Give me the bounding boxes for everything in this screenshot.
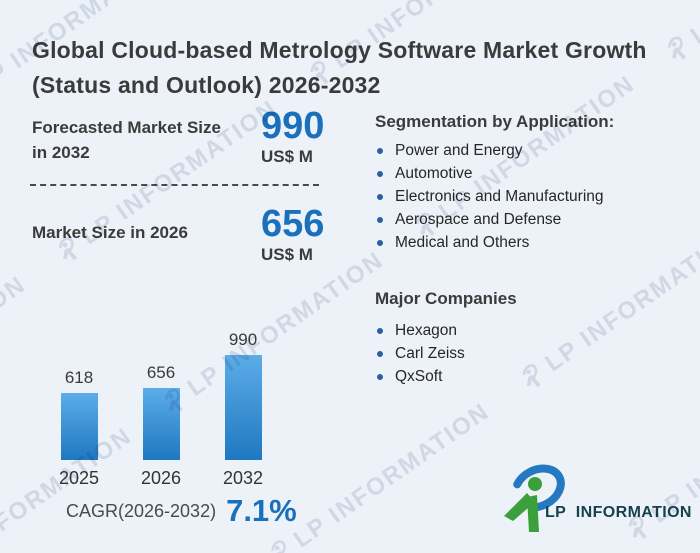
bar-column: 618 2025 <box>44 330 114 490</box>
bar-value-label: 618 <box>64 368 94 387</box>
market-size-value: 656 <box>261 203 325 245</box>
company-item: QxSoft <box>375 365 465 388</box>
title-line-2: (Status and Outlook) 2026-2032 <box>32 72 381 98</box>
bar-chart: 618 2025 656 2026 990 2032 <box>40 330 286 490</box>
title-line-1: Global Cloud-based Metrology Software Ma… <box>32 37 647 63</box>
cagr-label: CAGR(2026-2032) <box>66 501 217 521</box>
market-size-unit: US$ M <box>261 245 313 264</box>
segmentation-item: Power and Energy <box>375 139 604 162</box>
market-size-label: Market Size in 2026 <box>32 223 188 242</box>
watermark-text: LP INFORMATION <box>0 270 32 426</box>
bar-2025 <box>60 393 98 460</box>
forecast-size-value: 990 <box>261 105 325 147</box>
bar-value-label: 990 <box>228 330 258 349</box>
segmentation-item: Electronics and Manufacturing <box>375 185 604 208</box>
bar-2032 <box>224 355 262 460</box>
cagr-value: 7.1% <box>226 493 297 528</box>
brand-logo: LP INFORMATION <box>498 460 698 540</box>
segmentation-heading: Segmentation by Application: <box>375 112 615 131</box>
forecast-size-label: Forecasted Market Size in 2032 <box>32 118 221 162</box>
page-title: Global Cloud-based Metrology Software Ma… <box>32 33 682 103</box>
company-item: Hexagon <box>375 319 465 342</box>
watermark-logo-icon <box>522 364 541 388</box>
bar-column: 656 2026 <box>126 330 196 490</box>
cagr-block: CAGR(2026-2032) 7.1% <box>66 494 297 527</box>
lp-logo-icon <box>504 464 565 532</box>
segmentation-item: Automotive <box>375 162 604 185</box>
segmentation-item: Medical and Others <box>375 231 604 254</box>
forecast-size-unit: US$ M <box>261 147 313 166</box>
brand-logo-text: LP INFORMATION <box>545 504 692 521</box>
bar-column: 990 2032 <box>208 330 278 490</box>
companies-list: Hexagon Carl Zeiss QxSoft <box>375 319 465 388</box>
bar-category-label: 2026 <box>140 468 182 488</box>
market-size-value-block: 656 US$ M <box>261 204 356 266</box>
bar-category-label: 2032 <box>222 468 264 488</box>
bar-2026 <box>142 388 180 460</box>
watermark-text: LP INFORMATION <box>288 397 495 553</box>
watermark-tile: LP INFORMATION <box>37 73 298 289</box>
dashed-divider <box>30 184 319 186</box>
segmentation-item: Aerospace and Defense <box>375 208 604 231</box>
bar-value-label: 656 <box>146 363 176 382</box>
companies-heading: Major Companies <box>375 289 517 308</box>
segmentation-list: Power and Energy Automotive Electronics … <box>375 139 604 254</box>
watermark-text: LP INFORMATION <box>395 549 601 553</box>
watermark-text: LP INFORMATION <box>686 0 700 50</box>
forecast-size-value-block: 990 US$ M <box>261 106 356 168</box>
bar-category-label: 2025 <box>58 468 100 488</box>
company-item: Carl Zeiss <box>375 342 465 365</box>
